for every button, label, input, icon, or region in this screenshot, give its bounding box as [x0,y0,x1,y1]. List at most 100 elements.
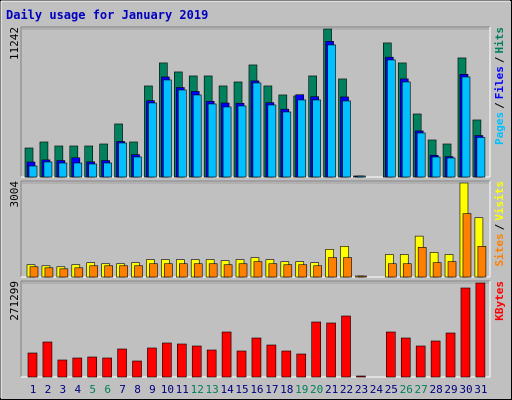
bar [104,265,113,278]
bar [119,265,128,278]
x-tick-label: 19 [295,383,308,396]
bar [388,263,397,278]
x-tick-label: 12 [191,383,204,396]
bar [312,99,321,178]
bar [477,246,487,278]
legend-entry: Pages [493,112,506,145]
x-tick-label: 28 [429,383,442,396]
bar [29,266,39,278]
x-tick-label: 16 [250,383,263,396]
bar [117,348,127,378]
bar [387,59,396,178]
x-tick-label: 3 [60,383,67,396]
legend: Sites / Visits [493,181,506,267]
bar [89,265,99,278]
bar [253,261,263,278]
bar [162,342,172,378]
bar [223,264,233,278]
y-tick-label: 3004 [8,181,21,208]
bar [147,347,157,378]
x-tick-label: 15 [235,383,248,396]
bar [328,257,337,278]
x-tick-label: 21 [325,383,338,396]
bar [386,331,396,378]
x-tick-label: 23 [355,383,368,396]
x-tick-label: 2 [45,383,52,396]
bar [149,263,158,278]
bar [476,137,486,178]
x-tick-label: 27 [415,383,428,396]
x-tick-label: 20 [310,383,323,396]
bar [177,343,187,378]
bar [313,265,322,278]
legend-separator: / [493,56,506,63]
bar [148,102,157,178]
x-tick-label: 14 [220,383,234,396]
x-tick-label: 29 [444,383,457,396]
bar [461,76,471,178]
bar [400,337,411,378]
bar [415,345,426,378]
x-tick-label: 8 [134,383,141,396]
x-tick-label: 17 [265,383,278,396]
x-tick-label: 31 [474,383,487,396]
bar [356,375,366,378]
bar [164,263,173,278]
bar [342,100,351,178]
bar [298,264,308,278]
bar [327,44,336,178]
legend-entry: Files [493,66,506,99]
x-tick-label: 24 [370,383,384,396]
bar [251,337,262,378]
bar [311,321,321,378]
bar [179,263,188,278]
bar [221,331,232,378]
bar [193,263,203,278]
bar [343,257,352,278]
legend-entry: Visits [493,181,506,221]
bar [222,106,232,178]
legend-entry: Hits [493,27,506,54]
bar [402,263,412,278]
bar [133,156,142,178]
x-tick-label: 11 [176,383,189,396]
x-tick-label: 9 [149,383,156,396]
bar [268,263,278,278]
bar [27,352,38,378]
bar [72,357,83,378]
bar [57,359,68,378]
x-tick-label: 10 [161,383,174,396]
x-tick-label: 7 [119,383,126,396]
bar [238,263,248,278]
bar [73,162,83,178]
x-tick-label: 22 [340,383,353,396]
bar [296,353,307,378]
bar [191,345,202,378]
bar [430,340,441,378]
legend-entry: KBytes [493,281,506,321]
bar [43,161,53,178]
bar [134,265,143,278]
bar [74,267,84,278]
bar [357,175,366,178]
bar [460,287,471,378]
bar [267,104,277,178]
chart-title: Daily usage for January 2019 [6,8,208,22]
bar [358,275,367,278]
x-tick-label: 30 [459,383,472,396]
bar [42,341,53,378]
y-tick-label: 271299 [8,281,21,321]
bar [103,162,112,178]
bar [132,360,142,378]
bar [282,111,292,178]
bar [475,282,486,378]
bar [462,213,472,278]
legend-separator: / [493,102,506,109]
bar [207,103,217,178]
bar [88,163,98,178]
x-tick-label: 18 [280,383,293,396]
x-tick-label: 13 [206,383,219,396]
bar [341,315,351,378]
x-tick-label: 5 [89,383,96,396]
